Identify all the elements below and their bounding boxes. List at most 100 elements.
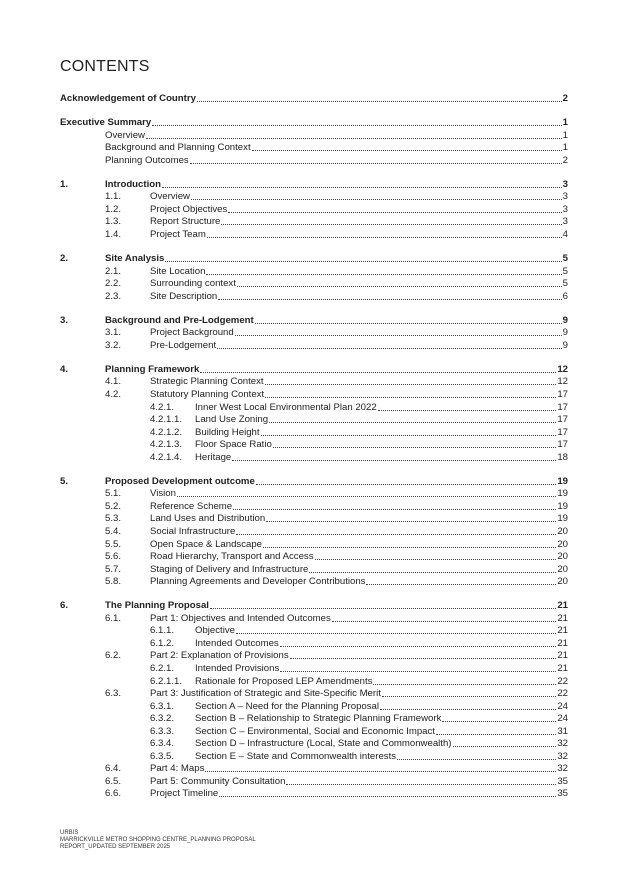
entry-page: 21 [557, 662, 568, 674]
entry-title: Section B – Relationship to Strategic Pl… [195, 713, 442, 725]
entry-page: 20 [557, 538, 568, 550]
entry-number: 4.2. [105, 388, 122, 400]
toc-entry: 1.2. Project Objectives 3 [105, 204, 568, 216]
entry-number: 4.2.1.4. [150, 451, 183, 463]
toc-entry: 3. Background and Pre-Lodgement 9 [60, 315, 568, 327]
toc-entry: 6.3.4. Section D – Infrastructure (Local,… [150, 738, 568, 750]
entry-page: 1 [562, 142, 568, 154]
entry-page: 21 [557, 600, 568, 612]
entry-page: 21 [557, 625, 568, 637]
dot-leader [152, 125, 562, 127]
dot-leader [280, 670, 557, 672]
footer: URBIS MARRICKVILLE METRO SHOPPING CENTRE… [60, 830, 256, 851]
dot-leader [264, 384, 557, 386]
entry-page: 17 [557, 439, 568, 451]
entry-number: 5. [60, 475, 69, 487]
dot-leader [314, 559, 557, 561]
dot-leader [279, 645, 557, 647]
toc-entry: 2.2. Surrounding context 5 [105, 278, 568, 290]
entry-number: 2.2. [105, 278, 122, 290]
dot-leader [255, 483, 557, 485]
entry-page: 32 [557, 763, 568, 775]
entry-title: Open Space & Landscape [150, 538, 263, 550]
toc-entry: 4.2. Statutory Planning Context 17 [105, 389, 568, 401]
dot-leader [309, 571, 557, 573]
entry-title: Floor Space Ratio [195, 439, 272, 451]
entry-page: 9 [562, 314, 568, 326]
entry-title: Part 4: Maps [150, 763, 205, 775]
dot-leader [206, 273, 562, 275]
entry-page: 18 [557, 451, 568, 463]
entry-page: 2 [562, 154, 568, 166]
entry-title: Statutory Planning Context [150, 388, 265, 400]
entry-title: Planning Outcomes [105, 154, 189, 166]
entry-page: 19 [557, 475, 568, 487]
entry-number: 6.6. [105, 788, 122, 800]
dot-leader [266, 521, 557, 523]
entry-page: 21 [557, 612, 568, 624]
dot-leader [251, 150, 562, 152]
entry-number: 5.6. [105, 551, 122, 563]
footer-line: REPORT_UPDATED SEPTEMBER 2025 [60, 844, 171, 850]
dot-leader [145, 137, 562, 139]
toc-entry: 4.2.1. Inner West Local Environmental Pla… [150, 402, 568, 414]
entry-title: Vision [150, 488, 176, 500]
dot-leader [233, 508, 557, 510]
entry-number: 4.2.1.1. [150, 414, 183, 426]
entry-number: 6.2.1.1. [150, 675, 183, 687]
entry-title: Section D – Infrastructure (Local, State… [195, 738, 452, 750]
dot-leader [377, 409, 557, 411]
entry-title: Objective [195, 625, 235, 637]
entry-number: 4.2.1.3. [150, 439, 183, 451]
toc-entry: 5.5. Open Space & Landscape 20 [105, 539, 568, 551]
entry-number: 4.2.1. [150, 401, 175, 413]
entry-number: 6.1. [105, 612, 122, 624]
dot-leader [380, 708, 557, 710]
dot-leader [435, 733, 557, 735]
entry-number: 6.3.3. [150, 725, 175, 737]
entry-title: Section E – State and Commonwealth inter… [195, 750, 397, 762]
entry-page: 17 [557, 426, 568, 438]
entry-number: 6.1.1. [150, 625, 175, 637]
toc-entry: 1. Introduction 3 [60, 179, 568, 191]
entry-page: 3 [562, 191, 568, 203]
entry-number: 5.7. [105, 563, 122, 575]
toc-entry: 3.1. Project Background 9 [105, 327, 568, 339]
entry-number: 5.4. [105, 525, 122, 537]
toc-entry: 4.2.1.2. Building Height 17 [150, 427, 568, 439]
entry-number: 5.8. [105, 576, 122, 588]
entry-page: 31 [557, 725, 568, 737]
entry-title: Road Hierarchy, Transport and Access [150, 551, 314, 563]
entry-number: 6.3.4. [150, 738, 175, 750]
entry-page: 5 [562, 253, 568, 264]
entry-page: 19 [557, 513, 568, 525]
dot-leader [331, 620, 557, 622]
entry-page: 4 [562, 228, 568, 240]
entry-number: 1.4. [105, 228, 122, 240]
entry-number: 4.2.1.2. [150, 426, 183, 438]
entry-title: Project Background [150, 327, 234, 339]
entry-title: Land Uses and Distribution [150, 513, 266, 525]
toc-entry: 6.2.1. Intended Provisions 21 [150, 663, 568, 675]
entry-number: 5.1. [105, 488, 122, 500]
entry-number: 2.1. [105, 265, 122, 277]
entry-title: Surrounding context [150, 278, 236, 290]
entry-page: 17 [557, 401, 568, 413]
entry-page: 20 [557, 576, 568, 588]
entry-title: Site Description [150, 290, 218, 302]
dot-leader [209, 608, 557, 610]
dot-leader [190, 199, 562, 201]
entry-title: Social Infrastructure [150, 525, 236, 537]
entry-title: Project Objectives [150, 203, 228, 215]
entry-page: 22 [557, 688, 568, 700]
toc-entry: 6. The Planning Proposal 21 [60, 600, 568, 612]
entry-page: 5 [562, 278, 568, 290]
entry-number: 1.2. [105, 203, 122, 215]
entry-number: 6.2. [105, 650, 122, 662]
toc-entry: 5.6. Road Hierarchy, Transport and Access… [105, 551, 568, 563]
dot-leader [265, 396, 557, 398]
entry-number: 5.2. [105, 500, 122, 512]
entry-title: Overview [150, 191, 190, 203]
entry-title: Heritage [195, 451, 232, 463]
